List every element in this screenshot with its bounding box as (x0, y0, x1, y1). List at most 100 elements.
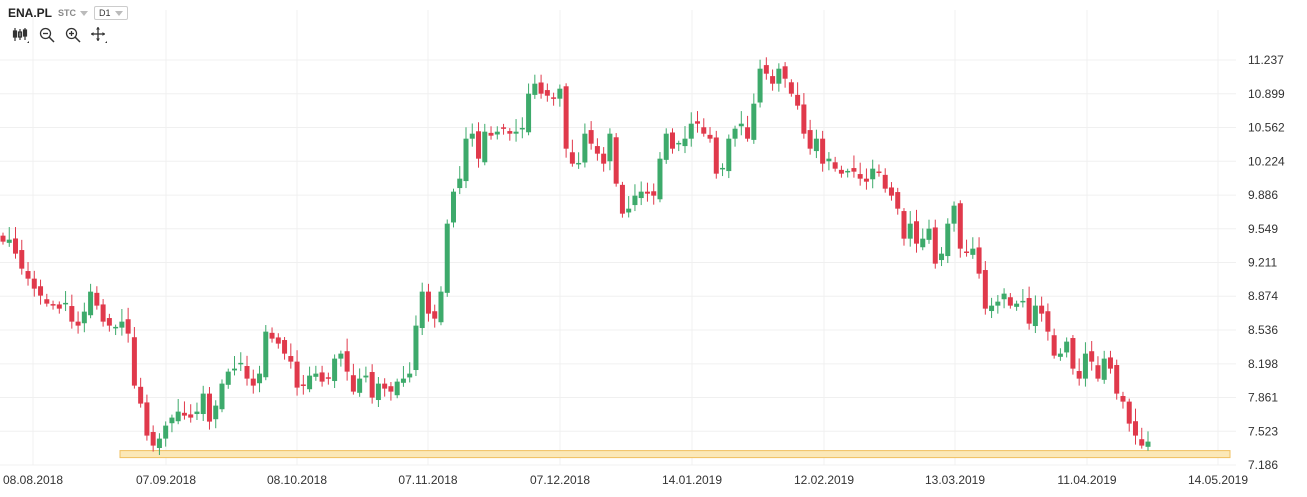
candle-body (350, 375, 356, 392)
candle-body (88, 291, 94, 316)
candle-body (795, 94, 801, 106)
candle-body (763, 65, 769, 74)
zoom-in-icon[interactable] (64, 26, 82, 44)
x-tick-label: 13.03.2019 (925, 473, 985, 487)
candle-body (113, 326, 119, 329)
x-tick-label: 07.09.2018 (136, 473, 196, 487)
candle-body (450, 191, 456, 223)
candle-body (644, 191, 650, 194)
candle-body (857, 174, 863, 179)
interval-selector[interactable]: D1 (94, 6, 128, 20)
y-tick-label: 9.886 (1248, 188, 1278, 202)
candle-body (845, 170, 851, 173)
candle-body (469, 133, 475, 139)
y-tick-label: 8.198 (1248, 357, 1278, 371)
candle-body (1120, 396, 1126, 402)
interval-label: D1 (99, 8, 111, 18)
candle-body (463, 138, 469, 182)
market-selector[interactable]: STC (58, 8, 89, 18)
candle-body (175, 411, 181, 422)
y-tick-label: 7.186 (1248, 458, 1278, 472)
candle-body (995, 301, 1001, 306)
candle-body (300, 384, 306, 386)
candle-body (713, 137, 719, 174)
x-tick-label: 07.11.2018 (398, 473, 457, 487)
chart-tools (12, 26, 108, 44)
candlestick-icon[interactable] (12, 26, 30, 44)
date-axis: 08.08.2018 07.09.2018 08.10.2018 07.11.2018… (3, 473, 1248, 487)
candle-body (907, 223, 913, 239)
candle-body (263, 331, 269, 378)
candle-body (1126, 401, 1132, 424)
candle-body (989, 305, 995, 312)
candle-body (338, 353, 344, 359)
candle-body (582, 133, 588, 163)
candle-body (138, 386, 144, 404)
support-zone (119, 450, 1231, 459)
candle-body (432, 311, 438, 319)
candle-body (663, 133, 669, 160)
candle-body (188, 414, 194, 418)
candle-body (551, 97, 557, 99)
candle-body (757, 68, 763, 103)
candle-body (782, 66, 788, 79)
candle-body (1082, 353, 1088, 379)
candlestick-series (0, 57, 1151, 456)
candle-body (1064, 341, 1070, 353)
candle-body (607, 133, 613, 162)
candle-body (707, 134, 713, 139)
candle-body (1145, 441, 1151, 447)
candle-body (745, 127, 751, 139)
candle-body (807, 130, 813, 149)
candle-body (238, 362, 244, 365)
candle-body (0, 235, 6, 242)
candle-body (1057, 353, 1063, 357)
x-tick-label: 14.05.2019 (1188, 473, 1248, 487)
candle-body (526, 93, 532, 133)
candle-body (832, 162, 838, 169)
y-tick-label: 9.211 (1248, 256, 1277, 270)
crosshair-icon[interactable] (90, 26, 108, 44)
candle-body (576, 162, 582, 165)
y-tick-label: 8.536 (1248, 323, 1278, 337)
price-axis: 11.237 10.899 10.562 10.224 9.886 9.549 9.211 8… (1248, 53, 1285, 472)
candle-body (194, 411, 200, 415)
candle-body (939, 253, 945, 261)
candle-body (282, 340, 288, 354)
x-tick-label: 07.12.2018 (530, 473, 590, 487)
candle-body (56, 304, 62, 309)
candle-body (232, 368, 238, 371)
candle-body (100, 304, 106, 322)
candle-body (770, 76, 776, 84)
candle-body (75, 321, 81, 326)
candle-body (594, 146, 600, 154)
candle-body (319, 372, 325, 382)
candle-body (313, 373, 319, 377)
candle-body (976, 247, 982, 274)
candle-body (538, 82, 544, 94)
candle-body (244, 366, 250, 379)
candle-body (19, 250, 25, 269)
candle-body (13, 238, 19, 254)
candle-body (1032, 305, 1038, 327)
candle-body (695, 121, 701, 124)
zoom-out-icon[interactable] (38, 26, 56, 44)
y-tick-label: 10.562 (1248, 120, 1285, 134)
candle-body (269, 332, 275, 339)
x-tick-label: 12.02.2019 (794, 473, 854, 487)
candle-body (1107, 357, 1113, 369)
candle-body (407, 373, 413, 378)
market-label: STC (58, 8, 77, 18)
candle-body (920, 238, 926, 248)
candle-body (444, 223, 450, 293)
candle-body (601, 153, 607, 164)
candle-body (888, 187, 894, 196)
candle-body (369, 372, 375, 398)
candle-body (1089, 351, 1095, 362)
candle-body (400, 378, 406, 383)
y-tick-label: 10.899 (1248, 87, 1285, 101)
candle-body (25, 271, 31, 279)
candle-body (1007, 297, 1013, 306)
